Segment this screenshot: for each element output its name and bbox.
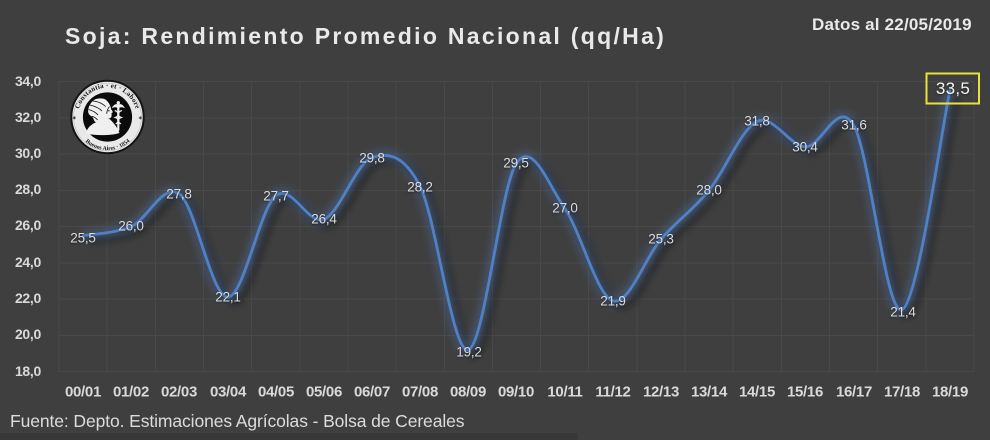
svg-text:✶: ✶	[138, 115, 143, 122]
svg-text:✶: ✶	[72, 115, 77, 122]
